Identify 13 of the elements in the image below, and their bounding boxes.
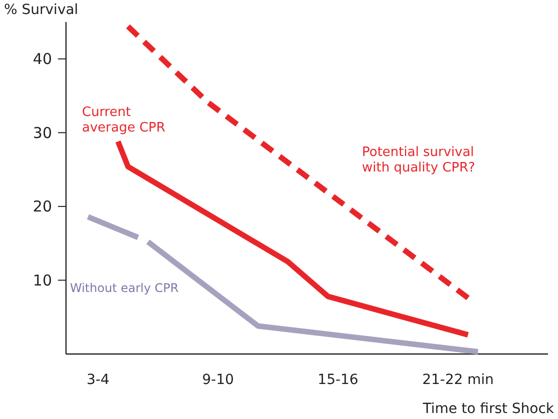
x-tick-label: 15-16 xyxy=(318,372,358,388)
y-tick-label: 20 xyxy=(32,198,52,216)
y-tick-label: 30 xyxy=(32,124,52,142)
y-tick-label: 40 xyxy=(32,50,52,68)
x-tick-label: 9-10 xyxy=(202,372,234,388)
text: Potential survival with quality CPR? xyxy=(362,145,476,176)
series-label: Current average CPR xyxy=(82,105,166,136)
x-tick-label: 3-4 xyxy=(86,372,110,388)
y-tick-label: 10 xyxy=(32,271,52,290)
x-axis-title: Time to first Shock xyxy=(422,401,555,417)
x-tick-label: 21-22 min xyxy=(422,372,494,388)
series-label: Without early CPR xyxy=(70,281,179,295)
y-axis-title: % Survival xyxy=(4,2,78,18)
